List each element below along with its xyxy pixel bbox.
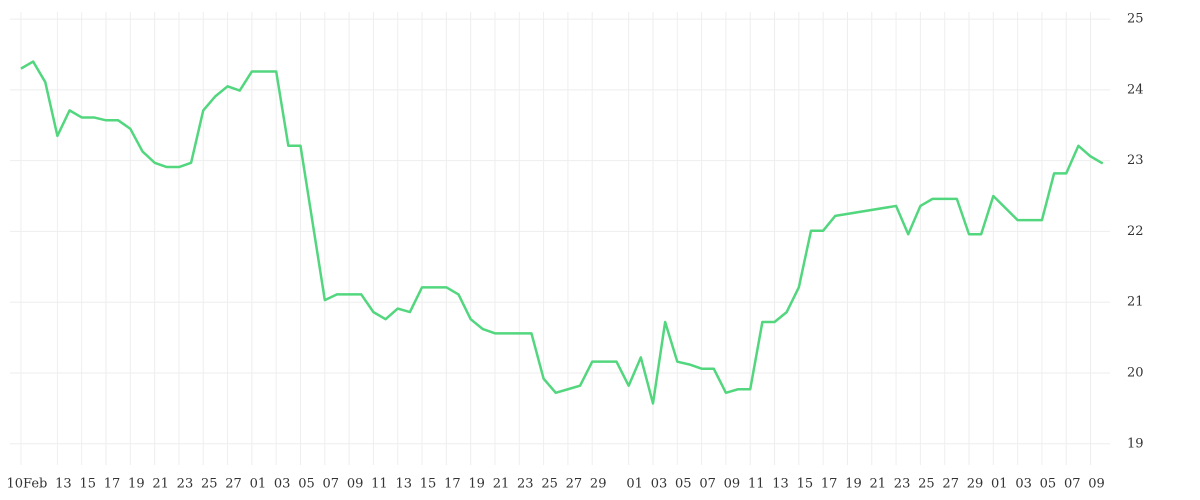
x-tick-label: 07 — [323, 477, 340, 492]
y-tick-label: 20 — [1127, 365, 1144, 380]
x-tick-label: 29 — [967, 477, 984, 492]
y-tick-label: 24 — [1127, 82, 1144, 97]
x-tick-label: 23 — [894, 477, 911, 492]
x-tick-label: 19 — [128, 477, 145, 492]
y-tick-label: 25 — [1127, 12, 1144, 27]
x-tick-label: 27 — [225, 477, 242, 492]
y-tick-label: 22 — [1127, 224, 1144, 239]
x-tick-label: 01 — [626, 477, 643, 492]
x-tick-label: 15 — [797, 477, 814, 492]
x-tick-label: 13 — [395, 477, 412, 492]
x-tick-label: 03 — [274, 477, 291, 492]
x-tick-label: 11 — [371, 477, 388, 492]
x-tick-label: 17 — [104, 477, 121, 492]
x-tick-label: 19 — [468, 477, 485, 492]
y-tick-label: 23 — [1127, 153, 1144, 168]
x-tick-label: 05 — [1040, 477, 1057, 492]
x-tick-label: 09 — [724, 477, 741, 492]
x-tick-label: 09 — [1088, 477, 1105, 492]
x-tick-label: 01 — [250, 477, 267, 492]
x-tick-label: 17 — [821, 477, 838, 492]
x-tick-label: 15 — [79, 477, 96, 492]
data-line — [20, 60, 1104, 405]
x-tick-label: 21 — [152, 477, 169, 492]
x-tick-label: 01 — [991, 477, 1008, 492]
x-tick-label: 13 — [55, 477, 72, 492]
x-tick-label: 10Feb — [7, 477, 48, 492]
x-tick-label: 13 — [772, 477, 789, 492]
x-tick-label: 03 — [1015, 477, 1032, 492]
x-tick-label: 21 — [493, 477, 510, 492]
x-tick-label: 15 — [420, 477, 437, 492]
x-tick-label: 11 — [748, 477, 765, 492]
x-tick-label: 29 — [590, 477, 607, 492]
x-tick-label: 25 — [918, 477, 935, 492]
x-tick-label: 25 — [541, 477, 558, 492]
x-tick-label: 05 — [675, 477, 692, 492]
y-tick-label: 21 — [1127, 295, 1144, 310]
x-tick-label: 21 — [869, 477, 886, 492]
x-tick-label: 23 — [517, 477, 534, 492]
x-tick-label: 07 — [1064, 477, 1081, 492]
x-tick-label: 17 — [444, 477, 461, 492]
x-tick-label: 03 — [651, 477, 668, 492]
x-tick-label: 23 — [177, 477, 194, 492]
x-tick-label: 09 — [347, 477, 364, 492]
x-tick-label: 05 — [298, 477, 315, 492]
y-tick-label: 19 — [1127, 436, 1144, 451]
x-tick-label: 07 — [699, 477, 716, 492]
x-tick-label: 19 — [845, 477, 862, 492]
x-tick-label: 27 — [566, 477, 583, 492]
x-tick-label: 27 — [942, 477, 959, 492]
x-tick-label: 25 — [201, 477, 218, 492]
